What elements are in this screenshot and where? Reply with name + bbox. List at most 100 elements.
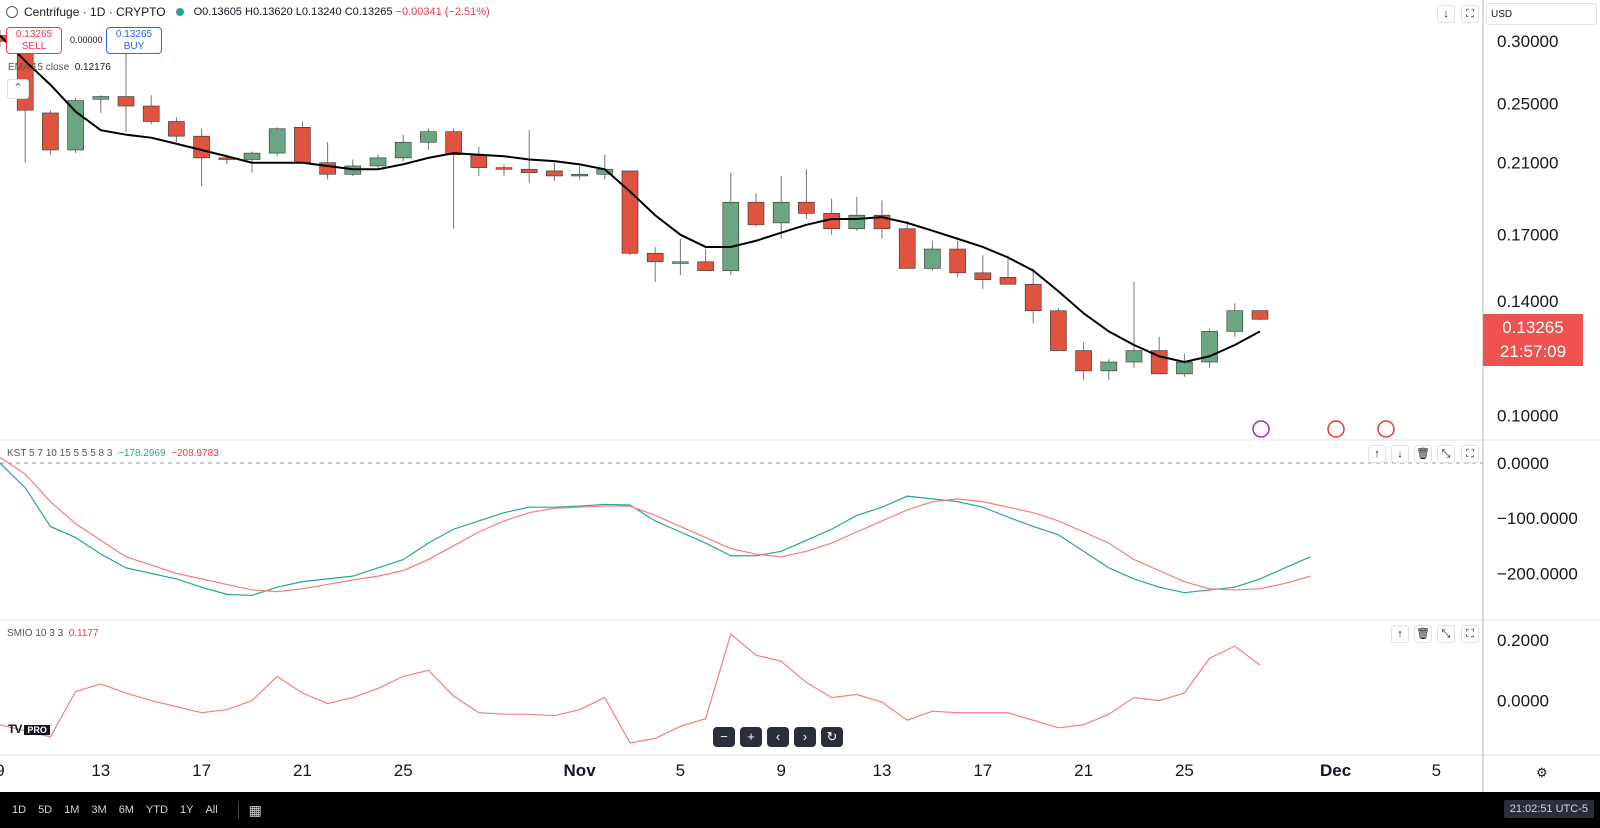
range-ytd[interactable]: YTD [145,804,168,816]
smio-legend[interactable]: SMIO 10 3 3 0.1177 [7,628,99,639]
kst-tick-label: 0.0000 [1497,454,1549,473]
zoom-in-button[interactable]: + [740,727,762,747]
kst-legend[interactable]: KST 5 7 10 15 5 5 5 8 3 −178.2969 −208.9… [7,448,219,459]
candle-body [747,201,765,226]
calendar-icon[interactable]: ▦ [237,801,262,819]
candle-body [67,100,84,151]
event-markers [1252,420,1395,438]
scroll-right-button[interactable]: › [794,727,816,747]
candle-body [168,121,185,137]
ema-legend[interactable]: EMA 15 close 0.12176 [8,62,111,73]
spread-value: 0.00000 [70,35,103,45]
arrow-down-icon[interactable]: ↓ [1437,5,1455,23]
kst-tick-label: −100.0000 [1497,509,1578,528]
time-tick-label: 9 [0,761,5,780]
candle-body [974,272,992,280]
candle-body [571,173,588,177]
candle-body [92,96,110,100]
price-tick-label: 0.17000 [1497,226,1558,245]
range-3m[interactable]: 3M [91,804,107,816]
last-price-badge: 0.13265 21:57:09 [1483,314,1583,366]
settings-icon[interactable]: ⚙ [1536,765,1548,780]
maximize-pane-icon[interactable]: ⛶ [1461,445,1479,463]
candle-body [646,252,664,263]
range-1d[interactable]: 1D [12,804,27,816]
kst-value: −178.2969 [118,448,166,459]
collapse-legend-button[interactable]: ⌃ [7,79,29,99]
kst-line [0,462,1311,597]
bottom-toolbar: 1D 5D 1M 3M 6M YTD 1Y All ▦ 21:02:51 UTC… [0,792,1600,828]
range-1m[interactable]: 1M [64,804,80,816]
utc-clock[interactable]: 21:02:51 UTC-5 [1503,800,1594,818]
time-tick-label: 5 [1432,761,1441,780]
time-tick-label: 25 [394,761,413,780]
reset-chart-button[interactable]: ↻ [821,727,843,747]
collapse-pane-icon[interactable]: ⤡ [1437,625,1455,643]
candle-body [772,201,790,224]
pane-dividers [0,0,1600,792]
price-tick-label: 0.14000 [1497,292,1558,311]
candle-body [546,170,563,177]
time-tick-label: 17 [192,761,211,780]
logo-pro: PRO [24,725,50,735]
collapse-pane-icon[interactable]: ⤡ [1437,445,1455,463]
market-status-icon [175,8,184,16]
smio-tick-label: 0.2000 [1497,631,1549,650]
candle-body [520,168,538,173]
zoom-out-button[interactable]: − [713,727,735,747]
candle-body [445,131,462,155]
time-tick-label: Nov [564,761,597,780]
smio-line [0,633,1261,744]
time-tick-label: Dec [1320,761,1351,780]
candle-body [999,277,1017,285]
kst-signal-value: −208.9783 [171,448,219,459]
candle-body [621,170,639,254]
candle-body [1176,361,1193,375]
range-selector: 1D 5D 1M 3M 6M YTD 1Y All ▦ [12,792,262,828]
range-6m[interactable]: 6M [118,804,134,816]
buy-button[interactable]: 0.13265 BUY [106,27,162,54]
move-pane-down-icon[interactable]: ↓ [1391,445,1409,463]
buy-price: 0.13265 [115,29,153,40]
time-tick-label: 17 [973,761,992,780]
time-tick-label: 9 [776,761,785,780]
ohlc-high: H0.13620 [245,6,293,18]
ema-value: 0.12176 [74,62,111,73]
time-tick-label: 25 [1175,761,1194,780]
bar-countdown: 21:57:09 [1499,342,1567,361]
candle-body [798,201,815,214]
tradingview-logo[interactable]: TV PRO [8,722,50,736]
price-pane[interactable] [0,30,1269,380]
chart-navigation: − + ‹ › ↻ [713,727,848,747]
candle-body [243,152,261,160]
smio-pane[interactable] [0,633,1261,744]
sell-button[interactable]: 0.13265 SELL [6,27,62,54]
candle-body [1024,283,1042,312]
candle-body [1050,310,1067,351]
ema-label: EMA 15 close [8,62,70,73]
price-tick-label: 0.21000 [1497,154,1558,173]
kst-tick-label: −200.0000 [1497,564,1578,583]
candle-body [848,214,866,230]
candle-body [697,261,714,271]
ohlc-low: L0.13240 [295,6,342,18]
event-flag-icon [1377,420,1395,438]
maximize-icon[interactable]: ⛶ [1461,5,1479,23]
delete-pane-icon[interactable]: 🗑 [1414,445,1432,463]
range-all[interactable]: All [205,804,218,816]
scroll-left-button[interactable]: ‹ [767,727,789,747]
range-5d[interactable]: 5D [38,804,53,816]
maximize-pane-icon[interactable]: ⛶ [1461,625,1479,643]
move-pane-up-icon[interactable]: ↑ [1391,625,1409,643]
candle-body [1251,310,1269,320]
candle-body [924,248,941,269]
currency-select[interactable]: USD [1486,3,1597,25]
kst-pane[interactable] [0,457,1483,597]
symbol-logo-icon [6,6,18,18]
chart-canvas[interactable]: 0.300000.250000.210000.170000.140000.120… [0,0,1600,792]
range-1y[interactable]: 1Y [179,804,194,816]
symbol-title[interactable]: Centrifuge · 1D · CRYPTO [24,5,166,19]
delete-pane-icon[interactable]: 🗑 [1414,625,1432,643]
move-pane-up-icon[interactable]: ↑ [1368,445,1386,463]
buy-label: BUY [123,41,145,52]
